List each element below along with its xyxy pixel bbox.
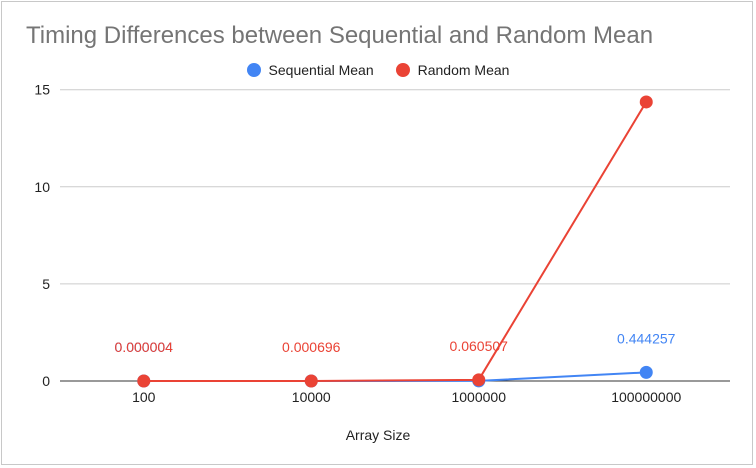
legend-marker-sequential <box>246 63 261 77</box>
y-tick-label: 5 <box>42 276 50 292</box>
y-tick-label: 0 <box>42 373 50 389</box>
x-tick-label: 10000 <box>292 389 331 405</box>
data-point-0 <box>639 365 653 379</box>
data-point-1 <box>472 373 486 387</box>
legend-item-sequential[interactable]: Sequential Mean <box>246 62 374 78</box>
legend: Sequential Mean Random Mean <box>0 62 756 78</box>
legend-label-random: Random Mean <box>417 62 510 78</box>
x-tick-label: 1000000 <box>451 389 506 405</box>
data-label: 0.000004 <box>115 339 174 355</box>
y-tick-label: 15 <box>34 82 50 98</box>
legend-marker-random <box>395 63 410 77</box>
series-line-1 <box>143 101 648 382</box>
legend-item-random[interactable]: Random Mean <box>395 62 510 78</box>
data-point-1 <box>137 374 151 388</box>
data-label: 0.000696 <box>282 339 341 355</box>
data-label: 0.444257 <box>617 330 676 346</box>
x-tick-label: 100000000 <box>611 389 681 405</box>
x-tick-label: 100 <box>132 389 156 405</box>
x-axis-title: Array Size <box>345 427 411 443</box>
data-label: 0.060507 <box>450 338 509 354</box>
data-point-1 <box>639 95 653 109</box>
chart-title: Timing Differences between Sequential an… <box>26 22 654 49</box>
y-tick-label: 10 <box>34 179 50 195</box>
legend-label-sequential: Sequential Mean <box>268 62 374 78</box>
data-label: 0.000004 <box>115 339 174 355</box>
data-point-1 <box>304 374 318 388</box>
